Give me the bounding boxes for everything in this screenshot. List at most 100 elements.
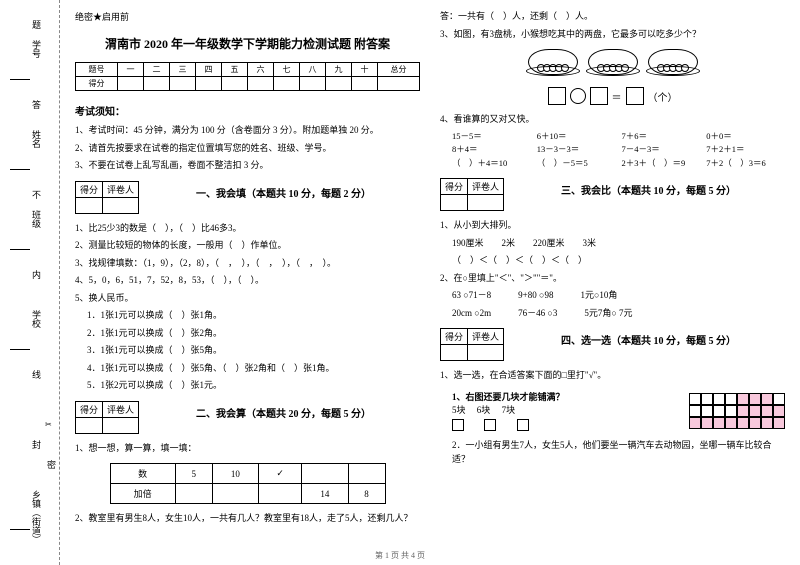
- s1-q1: 1、比25少3的数是（ ），（ ）比46多3。: [75, 222, 420, 236]
- gutter-field: [10, 240, 30, 250]
- score-cell[interactable]: [300, 77, 326, 91]
- calc-item: （ ）＋4＝10: [452, 158, 531, 170]
- tile-cell-filled: [749, 393, 761, 405]
- calc-label: 加倍: [110, 484, 175, 504]
- score-cell[interactable]: [222, 77, 248, 91]
- tile-cell: [701, 405, 713, 417]
- calc-item: （ ）－5＝5: [537, 158, 616, 170]
- calc-cell[interactable]: [175, 484, 212, 504]
- notice-1: 1、考试时间：45 分钟，满分为 100 分（含卷面分 3 分）。附加题单独 2…: [75, 124, 420, 138]
- score-cell[interactable]: [118, 77, 144, 91]
- calc-label: 数: [110, 464, 175, 484]
- gutter-field: [10, 520, 30, 530]
- scorebox-cell[interactable]: [468, 195, 504, 211]
- score-cell[interactable]: [144, 77, 170, 91]
- s1-q5a: 1．1张1元可以换成（ ）张1角。: [75, 309, 420, 323]
- tile-cell: [713, 405, 725, 417]
- score-header: 总分: [378, 63, 420, 77]
- option-box[interactable]: [517, 419, 529, 431]
- score-cell[interactable]: [170, 77, 196, 91]
- calc-item: 7＋2＋1＝: [706, 144, 785, 156]
- score-cell[interactable]: [196, 77, 222, 91]
- section3-title: 三、我会比（本题共 10 分，每题 5 分）: [512, 176, 785, 197]
- score-cell[interactable]: [352, 77, 378, 91]
- score-cell[interactable]: [326, 77, 352, 91]
- s2-q4: 4、看谁算的又对又快。: [440, 113, 785, 127]
- tile-cell: [689, 405, 701, 417]
- score-header: 十: [352, 63, 378, 77]
- gutter-mark: 线: [30, 370, 43, 379]
- scorebox-cell[interactable]: [103, 417, 139, 433]
- calc-cell[interactable]: [259, 484, 302, 504]
- scorebox-col2: 评卷人: [103, 181, 139, 197]
- tile-cell: [713, 393, 725, 405]
- section-scorebox: 得分 评卷人: [440, 328, 504, 361]
- s3-q1-values: 190厘米 2米 220厘米 3米: [440, 237, 785, 251]
- peach-icon: [549, 64, 557, 72]
- operator-circle[interactable]: [570, 88, 586, 104]
- scorebox-cell[interactable]: [76, 417, 103, 433]
- tile-cell-filled: [725, 417, 737, 429]
- peach-icon: [669, 64, 677, 72]
- score-cell[interactable]: [378, 77, 420, 91]
- section-scorebox: 得分 评卷人: [75, 181, 139, 214]
- s1-q3: 3、找规律填数：（1，9），（2，8），（ ， ），（ ， ），（ ， ）。: [75, 257, 420, 271]
- calc-item: 2＋3＋（ ）＝9: [622, 158, 701, 170]
- peach-icon: [609, 64, 617, 72]
- peach-icon: [603, 64, 611, 72]
- binding-gutter: 题 学号 答 姓名 不 班级 内 学校 线 ✂ 封 乡镇（街道） 密: [0, 0, 60, 565]
- scorebox-cell[interactable]: [76, 197, 103, 213]
- scorebox-cell[interactable]: [441, 195, 468, 211]
- scorebox-col1: 得分: [76, 401, 103, 417]
- s1-q5: 5、换人民币。: [75, 292, 420, 306]
- calc-cell[interactable]: [302, 464, 348, 484]
- s2-q2: 2、教室里有男生8人，女生10人，一共有几人？教室里有18人，走了5人，还剩几人…: [75, 512, 420, 526]
- calc-item: 13－3－3＝: [537, 144, 616, 156]
- tile-cell-filled: [773, 417, 785, 429]
- gutter-mark: 不: [30, 190, 43, 199]
- calc-cell[interactable]: [212, 484, 258, 504]
- equals-sign: ＝: [612, 89, 622, 104]
- s1-q2: 2、测量比较短的物体的长度，一般用（ ）作单位。: [75, 239, 420, 253]
- gutter-mark: 内: [30, 270, 43, 279]
- tile-cell-filled: [761, 393, 773, 405]
- s3-q1: 1、从小到大排列。: [440, 219, 785, 233]
- calc-cell[interactable]: [348, 464, 385, 484]
- score-header: 三: [170, 63, 196, 77]
- plate-2: [588, 49, 638, 75]
- tile-cell: [773, 393, 785, 405]
- calc-cell[interactable]: ✓: [259, 464, 302, 484]
- gutter-mark: 答: [30, 100, 43, 109]
- tile-cell-filled: [737, 417, 749, 429]
- calc-grid: 15－5＝ 6＋10＝ 7＋6＝ 0＋0＝ 8＋4＝ 13－3－3＝ 7－4－3…: [440, 131, 785, 171]
- opt-label: 6块: [477, 405, 491, 415]
- s4-q1-sub: 1、右图还要几块才能铺满？: [440, 391, 683, 405]
- calc-table: 数 5 10 ✓ 加倍 14 8: [110, 463, 386, 504]
- answer-box[interactable]: [590, 87, 608, 105]
- option-box[interactable]: [452, 419, 464, 431]
- left-column: 绝密★启用前 渭南市 2020 年一年级数学下学期能力检测试题 附答案 题号 一…: [75, 10, 420, 545]
- tile-cell-filled: [761, 417, 773, 429]
- scorebox-cell[interactable]: [468, 345, 504, 361]
- calc-item: 0＋0＝: [706, 131, 785, 143]
- notice-2: 2、请首先按要求在试卷的指定位置填写您的姓名、班级、学号。: [75, 142, 420, 156]
- s1-q5c: 3．1张1元可以换成（ ）张5角。: [75, 344, 420, 358]
- peach-icon: [561, 64, 569, 72]
- plate-1: [528, 49, 578, 75]
- score-cell[interactable]: [274, 77, 300, 91]
- calc-item: 7＋6＝: [622, 131, 701, 143]
- gutter-label-class: 班级: [30, 210, 43, 228]
- section2-title: 二、我会算（本题共 20 分，每题 5 分）: [147, 399, 420, 420]
- score-cell[interactable]: [248, 77, 274, 91]
- gutter-field: [10, 340, 30, 350]
- scorebox-cell[interactable]: [103, 197, 139, 213]
- tile-cell-filled: [689, 417, 701, 429]
- answer-box[interactable]: [548, 87, 566, 105]
- score-header: 四: [196, 63, 222, 77]
- scorebox-cell[interactable]: [441, 345, 468, 361]
- option-box[interactable]: [484, 419, 496, 431]
- score-header: 二: [144, 63, 170, 77]
- scissor-icon: ✂: [45, 420, 52, 429]
- answer-box[interactable]: [626, 87, 644, 105]
- score-header: 五: [222, 63, 248, 77]
